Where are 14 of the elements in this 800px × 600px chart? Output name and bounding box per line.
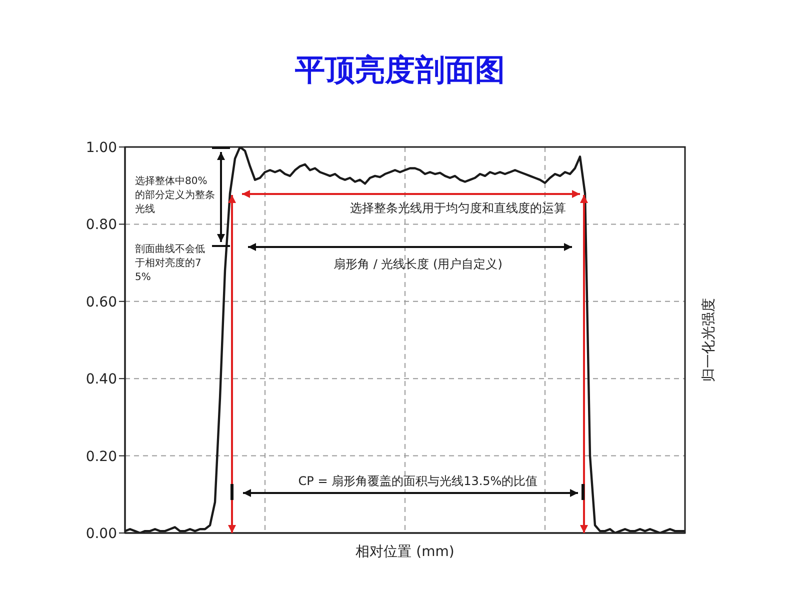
y-axis-title: 归一化光强度	[700, 298, 718, 382]
annotation: 选择整体中80%的部分定义为整条光线	[135, 175, 215, 217]
y-tick-label: 0.00	[86, 526, 117, 542]
annotation: 剖面曲线不会低于相对亮度的75%	[135, 243, 205, 285]
y-tick-label: 0.20	[86, 448, 117, 465]
y-tick-label: 0.80	[86, 217, 117, 234]
y-tick-label: 1.00	[86, 140, 117, 156]
annotation: 扇形角 / 光线长度 (用户自定义)	[332, 257, 504, 271]
annotation: CP = 扇形角覆盖的面积与光线13.5%的比值	[297, 474, 539, 488]
x-axis-title: 相对位置 (mm)	[354, 543, 456, 561]
annotation: 选择整条光线用于均匀度和直线度的运算	[349, 201, 567, 215]
chart-title: 平顶亮度剖面图	[294, 52, 506, 90]
y-tick-label: 0.40	[86, 372, 117, 388]
y-tick-label: 0.60	[86, 294, 117, 310]
